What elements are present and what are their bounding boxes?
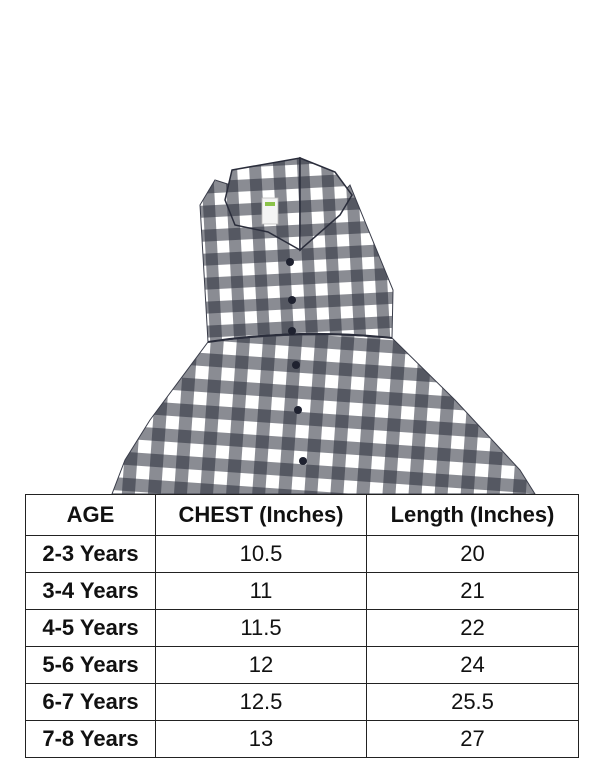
age-cell: 5-6 Years — [25, 646, 156, 684]
dress-buttons — [286, 258, 307, 465]
product-photo — [111, 156, 536, 495]
chest-cell: 11.5 — [155, 609, 367, 647]
size-chart-table: AGE CHEST (Inches) Length (Inches) 2-3 Y… — [25, 494, 579, 758]
table-row: 5-6 Years 12 24 — [25, 646, 579, 684]
table-row: 3-4 Years 11 21 — [25, 572, 579, 610]
age-cell: 4-5 Years — [25, 609, 156, 647]
dress-label — [261, 197, 279, 225]
chest-cell: 10.5 — [155, 535, 367, 573]
chest-cell: 12.5 — [155, 683, 367, 721]
age-cell: 7-8 Years — [25, 720, 156, 758]
header-age: AGE — [25, 494, 156, 536]
length-cell: 22 — [366, 609, 579, 647]
chest-cell: 12 — [155, 646, 367, 684]
chest-cell: 11 — [155, 572, 367, 610]
length-cell: 24 — [366, 646, 579, 684]
chest-cell: 13 — [155, 720, 367, 758]
dress-skirt — [111, 334, 536, 495]
table-header-row: AGE CHEST (Inches) Length (Inches) — [25, 494, 579, 536]
table-row: 4-5 Years 11.5 22 — [25, 609, 579, 647]
table-row: 2-3 Years 10.5 20 — [25, 535, 579, 573]
header-chest: CHEST (Inches) — [155, 494, 367, 536]
gingham-dress-icon — [111, 156, 536, 495]
header-length: Length (Inches) — [366, 494, 579, 536]
table-row: 7-8 Years 13 27 — [25, 720, 579, 758]
length-cell: 21 — [366, 572, 579, 610]
age-cell: 3-4 Years — [25, 572, 156, 610]
length-cell: 20 — [366, 535, 579, 573]
length-cell: 25.5 — [366, 683, 579, 721]
age-cell: 6-7 Years — [25, 683, 156, 721]
age-cell: 2-3 Years — [25, 535, 156, 573]
table-row: 6-7 Years 12.5 25.5 — [25, 683, 579, 721]
length-cell: 27 — [366, 720, 579, 758]
